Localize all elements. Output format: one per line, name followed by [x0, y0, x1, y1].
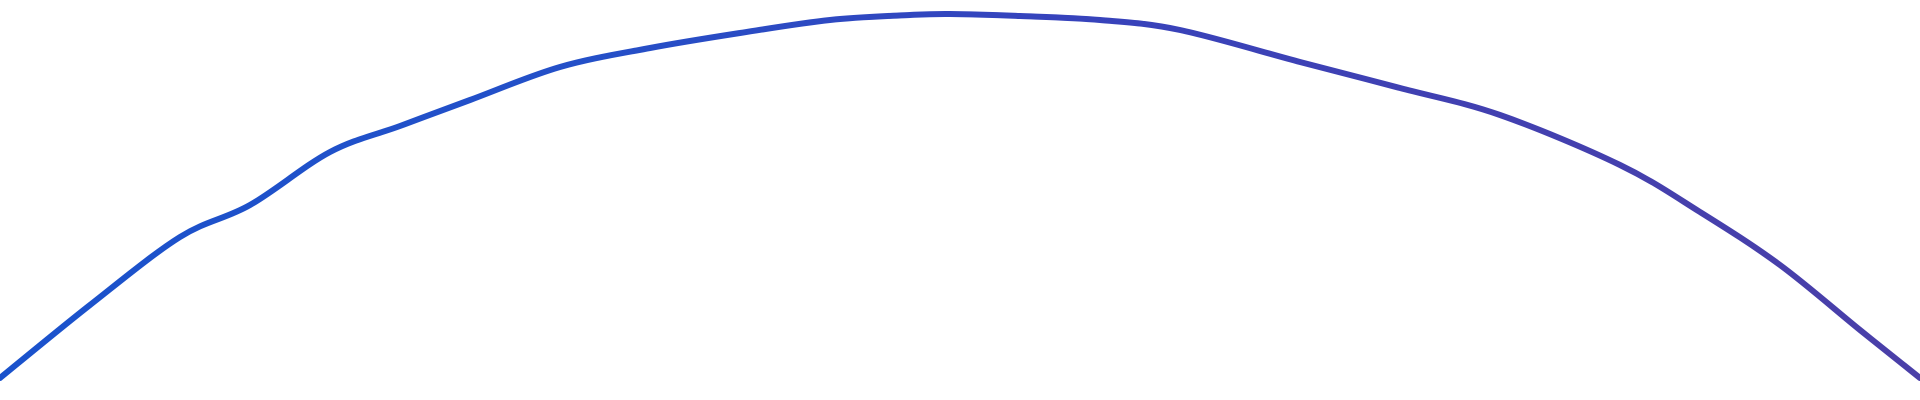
arc-curve-line: [0, 10, 1920, 381]
